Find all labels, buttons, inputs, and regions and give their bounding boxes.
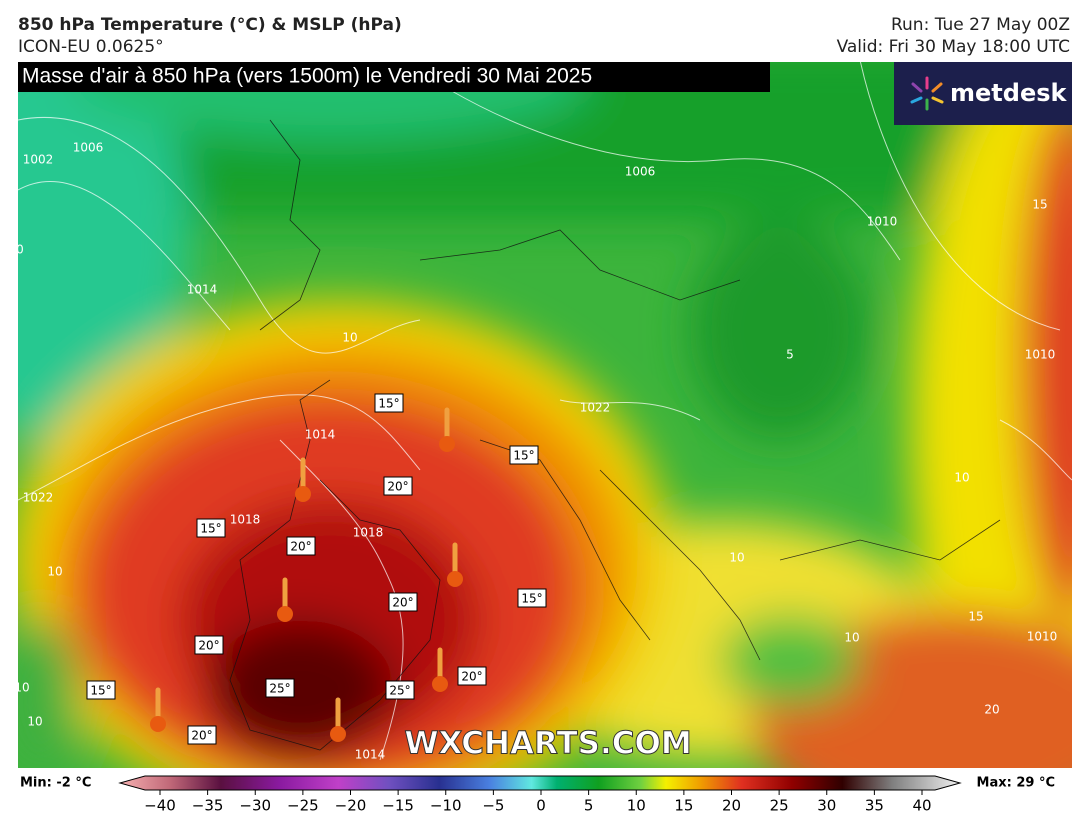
label-box — [388, 592, 418, 612]
temperature-label: 15° — [90, 684, 111, 698]
contour-label: 1018 — [353, 526, 384, 540]
colorbar-tick-label: −5 — [482, 797, 504, 815]
contour-label: 1010 — [1027, 630, 1058, 644]
label-box — [194, 635, 224, 655]
contour-label: 1006 — [73, 141, 104, 155]
label-box — [86, 680, 116, 700]
run: Run: Tue 27 May 00Z — [891, 15, 1070, 35]
label-box — [374, 393, 404, 413]
colorbar-tick-label: −15 — [382, 797, 414, 815]
banner-bg — [18, 62, 770, 92]
contour-label: 10 — [954, 471, 969, 485]
colorbar-tick-label: −40 — [144, 797, 176, 815]
temperature-label: 25° — [269, 682, 290, 696]
temperature-label: 20° — [198, 639, 219, 653]
temperature-label: 20° — [392, 596, 413, 610]
map: 15°15°20°15°20°20° 15°20°25° 25°20°15°20° … — [14, 62, 1072, 768]
contour-label: 10 — [14, 681, 29, 695]
temperature-label: 15° — [513, 449, 534, 463]
label-box — [509, 445, 539, 465]
contour-label: 1014 — [305, 428, 336, 442]
label-box — [457, 666, 487, 686]
colorbar — [118, 775, 962, 791]
contour-label: 1002 — [23, 153, 54, 167]
label-box — [265, 678, 295, 698]
thermometer-bulb — [439, 436, 455, 452]
contour-label: 1006 — [625, 165, 656, 179]
label-box — [385, 680, 415, 700]
colorbar-tick-label: −30 — [239, 797, 271, 815]
contour-label: 10 — [342, 331, 357, 345]
contour-label: 15 — [1032, 198, 1047, 212]
contour-label: 1022 — [23, 491, 54, 505]
colorbar-tick-label: −35 — [192, 797, 224, 815]
isobars — [18, 62, 1072, 761]
colorbar-tick-label: 5 — [584, 797, 594, 815]
colorbar-tick-label: 15 — [674, 797, 693, 815]
watermark: WXCHARTS.COM — [404, 726, 691, 762]
valid: Valid: Fri 30 May 18:00 UTC — [837, 37, 1070, 57]
label-box — [196, 518, 226, 538]
colorbar-tick-label: 35 — [865, 797, 884, 815]
colorbar-tick-label: 30 — [817, 797, 836, 815]
colorbar-tick-label: 10 — [627, 797, 646, 815]
colorbar-tick-label: −25 — [287, 797, 319, 815]
logo-bg — [894, 62, 1072, 125]
thermometer-bulb — [432, 676, 448, 692]
colorbar-tick-label: 20 — [722, 797, 741, 815]
contour-label: 10 — [27, 715, 42, 729]
colorbar-tick-label: 0 — [536, 797, 546, 815]
temperature-label: 15° — [378, 397, 399, 411]
thermometer-bulb — [295, 486, 311, 502]
label-box — [286, 536, 316, 556]
min-label: Min: -2 °C — [20, 776, 91, 791]
logo-icon — [910, 76, 944, 111]
label-box — [383, 476, 413, 496]
temperature-field — [18, 62, 1072, 768]
label-box — [517, 588, 547, 608]
colorbar-tick-label: −10 — [430, 797, 462, 815]
temperature-label: 20° — [387, 480, 408, 494]
colorbar-tick-label: −20 — [335, 797, 367, 815]
thermometer-bulb — [447, 571, 463, 587]
temperature-label: 20° — [461, 670, 482, 684]
contour-label: 20 — [984, 703, 999, 717]
contour-label: 1022 — [580, 401, 611, 415]
colorbar-tick-label: 25 — [770, 797, 789, 815]
contour-label: 10 — [729, 551, 744, 565]
contour-label: 1014 — [187, 283, 218, 297]
contour-label: 1014 — [355, 748, 386, 762]
temperature-label: 25° — [389, 684, 410, 698]
title: 850 hPa Temperature (°C) & MSLP (hPa) — [18, 15, 402, 35]
contour-label: 10 — [844, 631, 859, 645]
model: ICON-EU 0.0625° — [18, 37, 164, 57]
contour-label: 10 — [47, 565, 62, 579]
temperature-label: 15° — [521, 592, 542, 606]
thermometer-bulb — [150, 716, 166, 732]
label-box — [187, 725, 217, 745]
logo: metdesk — [950, 79, 1068, 107]
colorbar-tick-label: 40 — [912, 797, 931, 815]
contour-label: 1010 — [1025, 348, 1056, 362]
banner: Masse d'air à 850 hPa (vers 1500m) le Ve… — [22, 65, 592, 88]
contour-label: 0 — [16, 243, 24, 257]
temperature-label: 20° — [191, 729, 212, 743]
contour-label: 1010 — [867, 215, 898, 229]
max-label: Max: 29 °C — [977, 776, 1055, 791]
contour-label: 5 — [786, 348, 794, 362]
thermometer-bulb — [277, 606, 293, 622]
contour-label: 15 — [968, 610, 983, 624]
temperature-label: 15° — [200, 522, 221, 536]
thermometer-bulb — [330, 726, 346, 742]
contour-label: 1018 — [230, 513, 261, 527]
temperature-label: 20° — [290, 540, 311, 554]
